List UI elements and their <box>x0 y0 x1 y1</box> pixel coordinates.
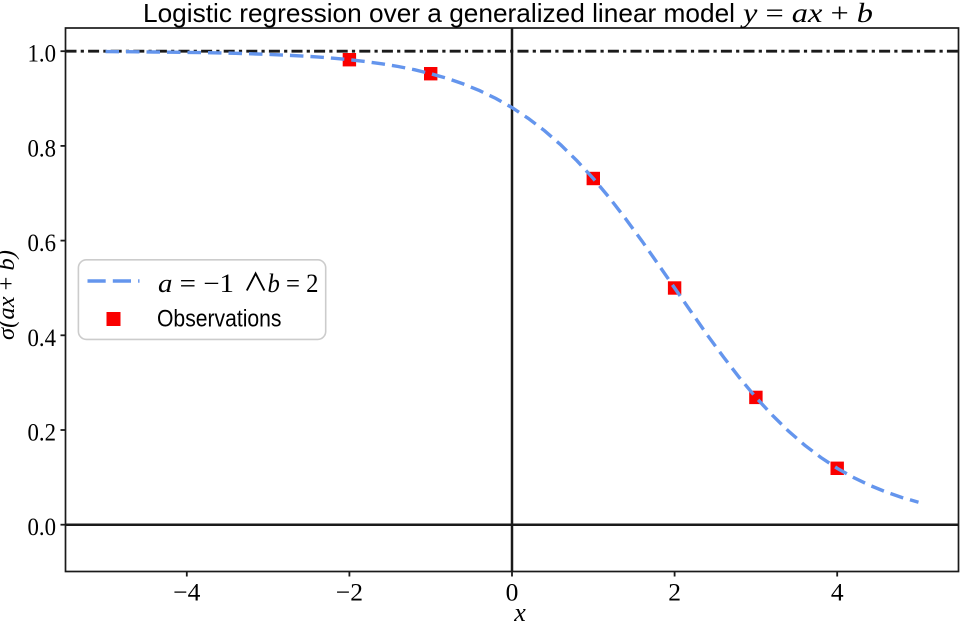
svg-text:−2: −2 <box>336 578 363 607</box>
svg-text:0.8: 0.8 <box>28 133 57 162</box>
svg-text:1.0: 1.0 <box>28 39 57 68</box>
svg-text:b = 2: b = 2 <box>268 269 319 298</box>
svg-text:0.4: 0.4 <box>28 323 57 352</box>
svg-text:0.6: 0.6 <box>28 228 57 257</box>
svg-text:a = −1: a = −1 <box>158 269 234 298</box>
svg-text:4: 4 <box>831 578 844 607</box>
svg-text:Logistic regression over a gen: Logistic regression over a generalized l… <box>143 0 735 28</box>
svg-text:0: 0 <box>506 578 519 607</box>
svg-text:−4: −4 <box>173 578 200 607</box>
svg-text:2: 2 <box>668 578 681 607</box>
svg-text:σ(ax + b): σ(ax + b) <box>0 250 20 340</box>
svg-text:0.0: 0.0 <box>28 512 57 541</box>
svg-text:x: x <box>513 598 526 627</box>
svg-text:0.2: 0.2 <box>28 418 57 447</box>
svg-text:y = ax + b: y = ax + b <box>739 0 873 28</box>
svg-text:Observations: Observations <box>157 305 282 332</box>
